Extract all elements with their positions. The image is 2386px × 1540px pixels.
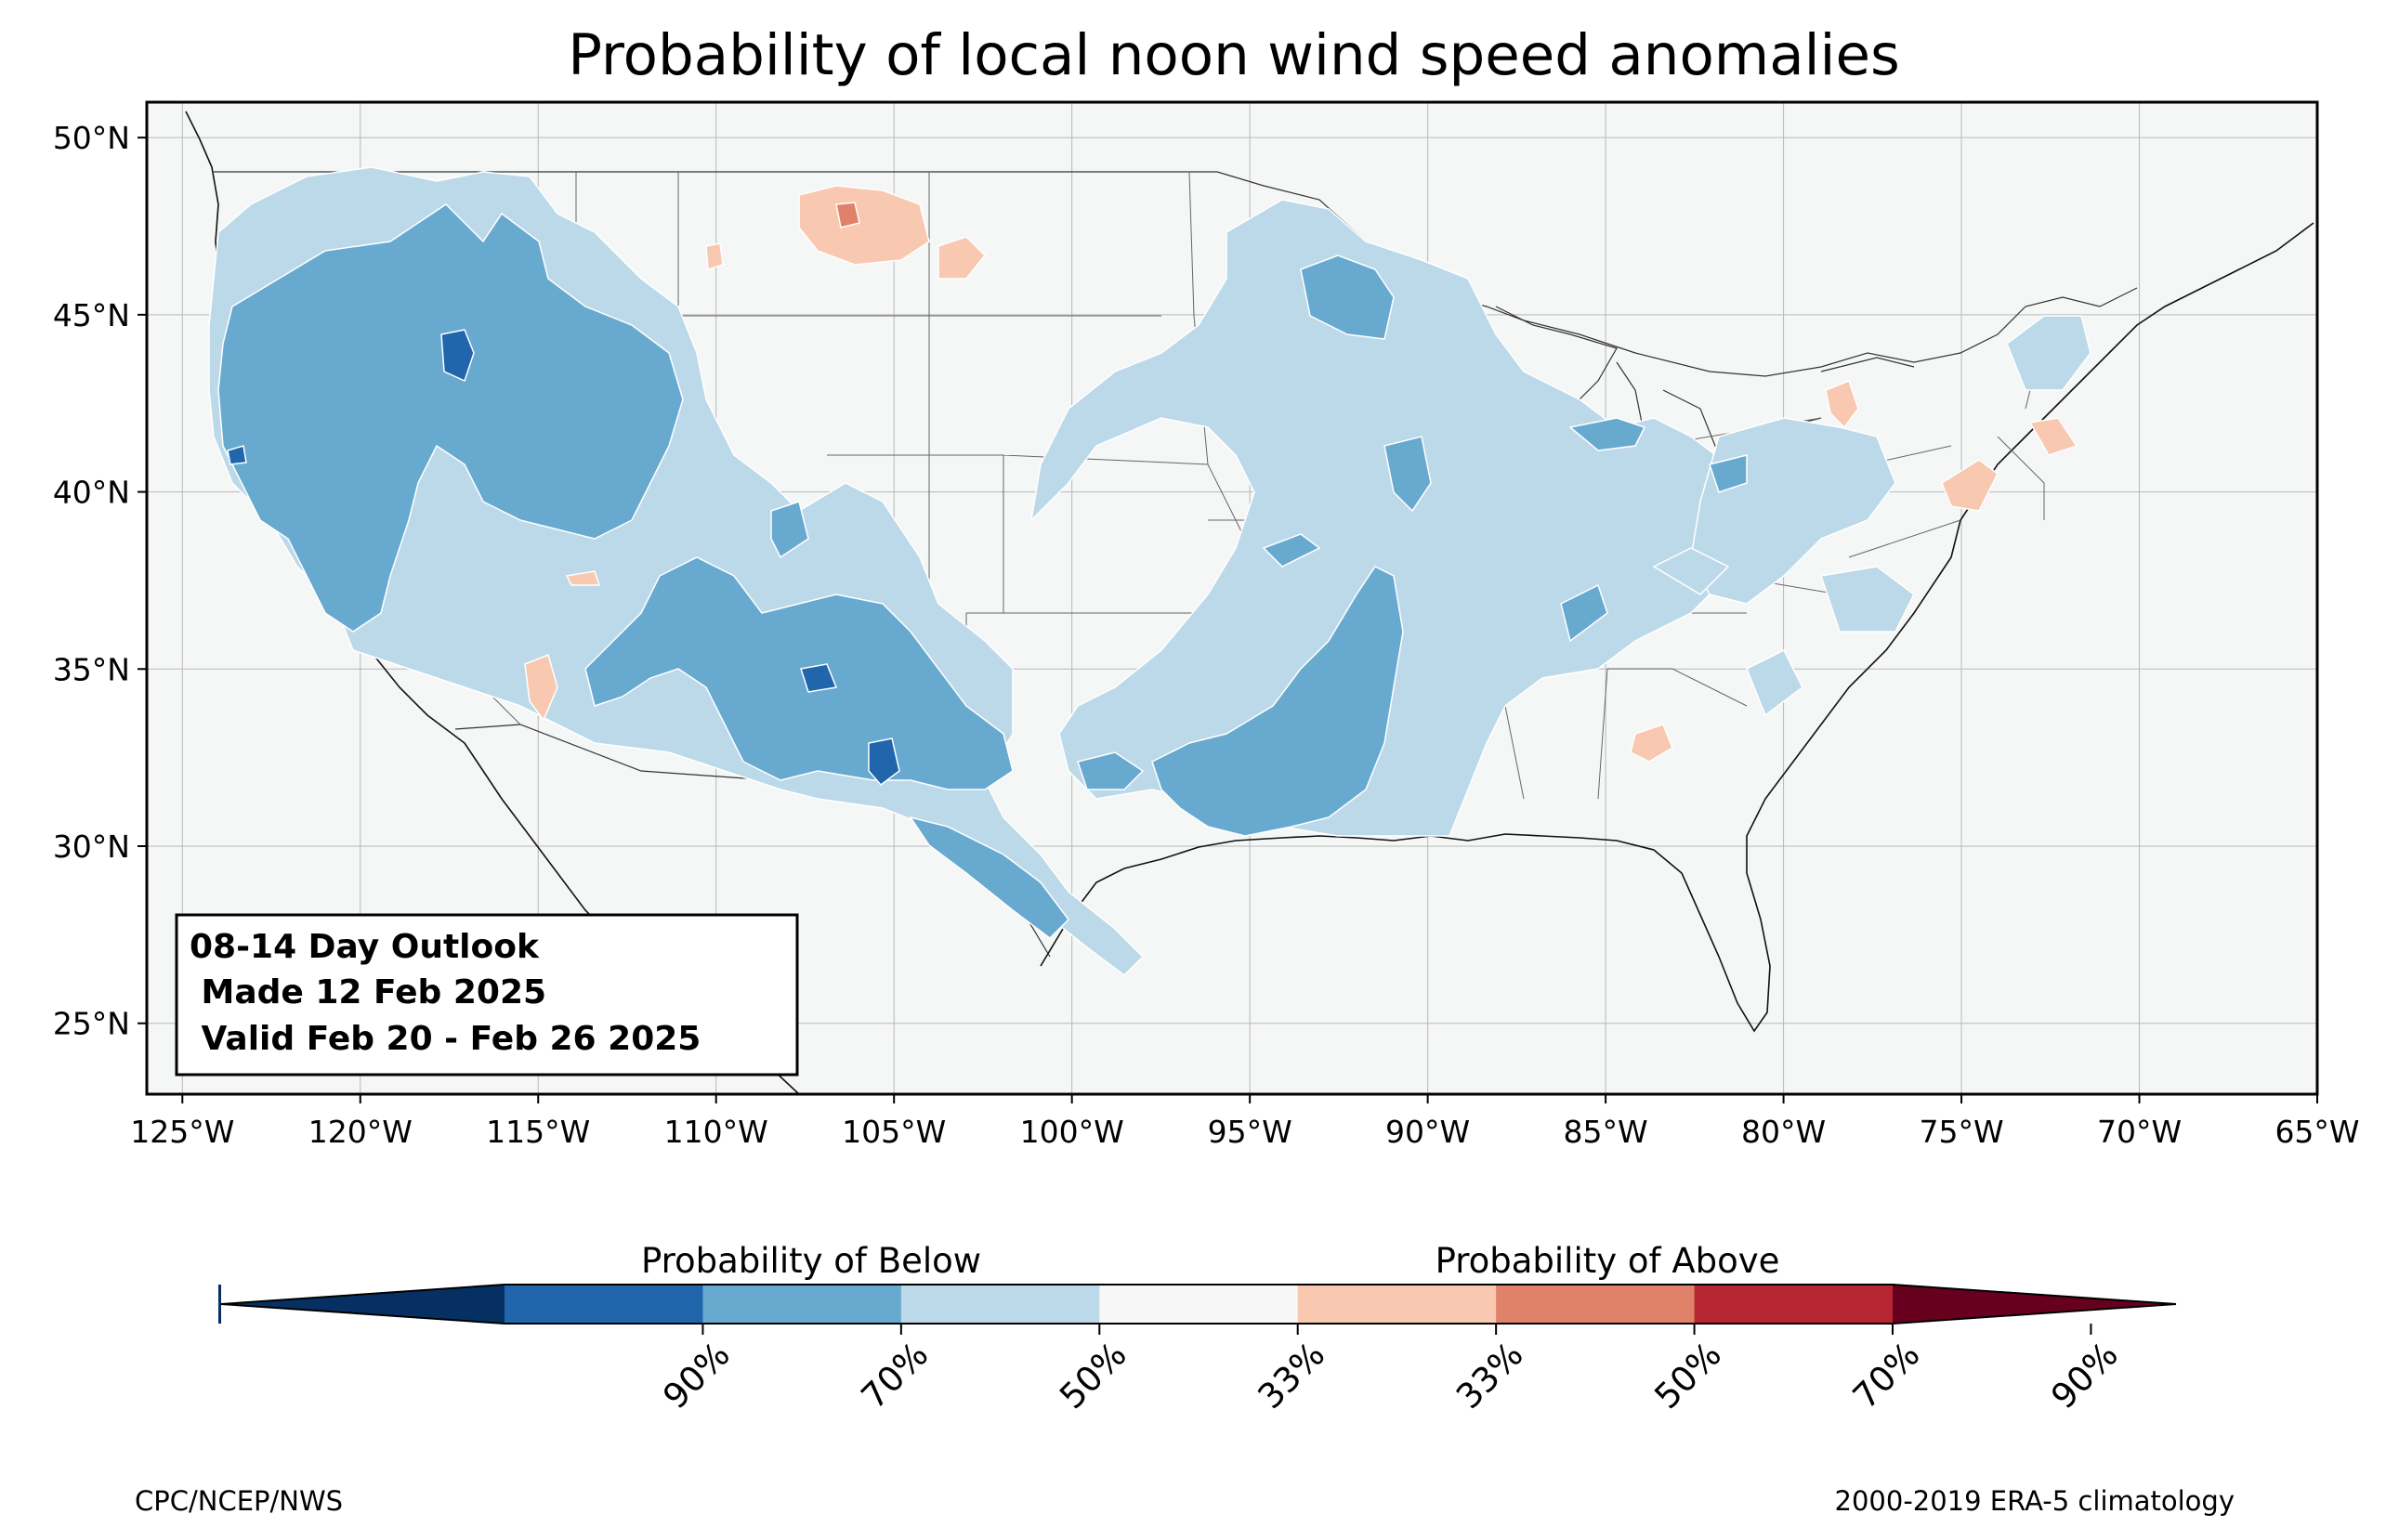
colorbar-tick-label: 33% — [1251, 1335, 1333, 1417]
lon-tick-label: 65°W — [2275, 1114, 2359, 1150]
lon-tick-label: 75°W — [1919, 1114, 2003, 1150]
footer-climatology: 2000-2019 ERA-5 climatology — [1835, 1485, 2235, 1517]
colorbar-swatch — [505, 1285, 703, 1324]
below-33-se — [1652, 547, 1915, 717]
longitude-ticks: 125°W 120°W 115°W 110°W 105°W 100°W 95°W 90°W 85… — [130, 1094, 2360, 1150]
lon-tick-label: 105°W — [842, 1114, 946, 1150]
colorbar-outline — [220, 1284, 2177, 1325]
colorbar-below-label: Probability of Below — [641, 1241, 981, 1281]
above-50-montana — [835, 202, 860, 228]
below-50-colorado — [770, 501, 809, 559]
below-70-texas — [868, 737, 900, 787]
anomaly-shading — [208, 166, 2091, 976]
colorbar-swatch — [1893, 1285, 2176, 1324]
lon-tick-label: 125°W — [130, 1114, 234, 1150]
above-33-ca — [524, 653, 558, 722]
map-title: Probability of local noon wind speed ano… — [568, 22, 1900, 88]
lon-tick-label: 95°W — [1208, 1114, 1292, 1150]
colorbar-swatch — [1694, 1285, 1894, 1324]
above-33-ga — [1630, 724, 1673, 763]
colorbar-swatch — [1496, 1285, 1696, 1324]
gulf-coast — [1040, 222, 2314, 1033]
above-33-montana — [798, 185, 930, 266]
map-panel: 08-14 Day Outlook Made 12 Feb 2025 Valid… — [145, 100, 2319, 1096]
lon-tick-label: 120°W — [308, 1114, 413, 1150]
lat-tick-label: 40°N — [53, 475, 130, 511]
below-50-minnesota — [1300, 254, 1395, 340]
colorbar-swatch — [221, 1285, 505, 1324]
above-33-ma — [2028, 417, 2078, 456]
lat-tick-label: 50°N — [53, 120, 130, 156]
below-50-west — [217, 203, 684, 633]
colorbar: Probability of Below Probability of Abov… — [218, 1241, 2177, 1417]
outlook-period: 08-14 Day Outlook — [190, 928, 540, 966]
lon-tick-label: 80°W — [1741, 1114, 1826, 1150]
colorbar-tick-label: 70% — [1845, 1335, 1928, 1417]
below-50-arkansas — [1262, 533, 1321, 568]
lon-tick-label: 90°W — [1385, 1114, 1470, 1150]
above-33-ny — [1825, 380, 1859, 429]
latitude-ticks: 50°N 45°N 40°N 35°N 30°N 25°N — [53, 120, 147, 1042]
lat-tick-label: 30°N — [53, 829, 130, 865]
below-50-mid-south — [1151, 566, 1404, 837]
below-50-southwest — [584, 556, 1014, 790]
info-box-frame — [175, 913, 799, 1077]
colorbar-tick-label: 70% — [854, 1335, 937, 1417]
colorbar-tick-label: 90% — [655, 1335, 738, 1417]
colorbar-swatch — [702, 1285, 902, 1324]
below-70-nm — [800, 663, 838, 693]
colorbar-tick-label: 50% — [1646, 1335, 1729, 1417]
above-33-nd — [937, 236, 987, 280]
colorbar-swatch — [218, 1285, 221, 1324]
outlook-info-box: 08-14 Day Outlook Made 12 Feb 2025 Valid… — [175, 913, 799, 1077]
map-frame — [145, 100, 2319, 1096]
above-33-wy — [705, 242, 724, 270]
below-50-west-texas — [1077, 751, 1145, 790]
outlook-made-date: Made 12 Feb 2025 — [190, 973, 546, 1011]
colorbar-tick-label: 50% — [1052, 1335, 1134, 1417]
colorbar-swatch — [900, 1285, 1100, 1324]
footer-source: CPC/NCEP/NWS — [135, 1485, 343, 1517]
lon-tick-label: 115°W — [486, 1114, 590, 1150]
colorbar-tick-label: 90% — [2043, 1335, 2126, 1417]
lat-tick-label: 35°N — [53, 651, 130, 687]
lat-tick-label: 45°N — [53, 297, 130, 333]
below-50-texas — [909, 816, 1069, 939]
below-70-idaho — [440, 329, 475, 383]
outlook-valid-range: Valid Feb 20 - Feb 26 2025 — [190, 1020, 701, 1058]
above-33-pa — [1941, 459, 1999, 512]
lon-tick-label: 110°W — [664, 1114, 768, 1150]
lon-tick-label: 100°W — [1020, 1114, 1124, 1150]
above-33-az — [565, 570, 601, 586]
lat-tick-label: 25°N — [53, 1006, 130, 1042]
colorbar-above-label: Probability of Above — [1436, 1241, 1780, 1281]
colorbar-swatch — [1099, 1285, 1299, 1324]
below-70-ca — [227, 445, 247, 465]
lon-tick-label: 70°W — [2097, 1114, 2182, 1150]
below-33-ne — [2006, 315, 2091, 391]
below-50-midwest — [1383, 417, 1748, 643]
colorbar-tick-label: 33% — [1449, 1335, 1531, 1417]
lon-tick-label: 85°W — [1564, 1114, 1648, 1150]
colorbar-swatch — [1297, 1285, 1497, 1324]
